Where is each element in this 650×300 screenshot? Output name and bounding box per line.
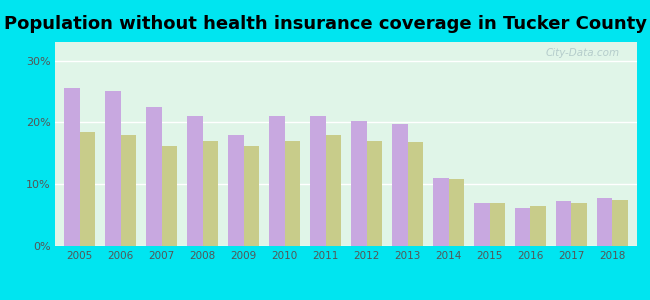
Bar xyxy=(146,107,162,246)
Bar xyxy=(310,116,326,246)
Bar xyxy=(162,146,177,246)
Bar xyxy=(489,203,505,246)
Bar xyxy=(187,116,203,246)
Bar xyxy=(105,92,121,246)
Bar xyxy=(244,146,259,246)
Bar xyxy=(64,88,80,246)
Bar xyxy=(408,142,423,246)
Bar xyxy=(474,203,489,246)
Bar xyxy=(326,135,341,246)
Bar xyxy=(597,198,612,246)
Bar xyxy=(351,121,367,246)
Text: Population without health insurance coverage in Tucker County: Population without health insurance cove… xyxy=(3,15,647,33)
Bar xyxy=(515,208,530,246)
Bar xyxy=(530,206,546,246)
Bar xyxy=(571,203,587,246)
Bar xyxy=(80,132,96,246)
Bar xyxy=(392,124,408,246)
Bar xyxy=(612,200,628,246)
Bar xyxy=(448,179,464,246)
Bar xyxy=(433,178,448,246)
Bar xyxy=(203,141,218,246)
Bar xyxy=(367,141,382,246)
Bar xyxy=(269,116,285,246)
Bar xyxy=(285,141,300,246)
Text: City-Data.com: City-Data.com xyxy=(545,48,619,58)
Bar xyxy=(556,202,571,246)
Bar xyxy=(228,135,244,246)
Bar xyxy=(121,135,136,246)
